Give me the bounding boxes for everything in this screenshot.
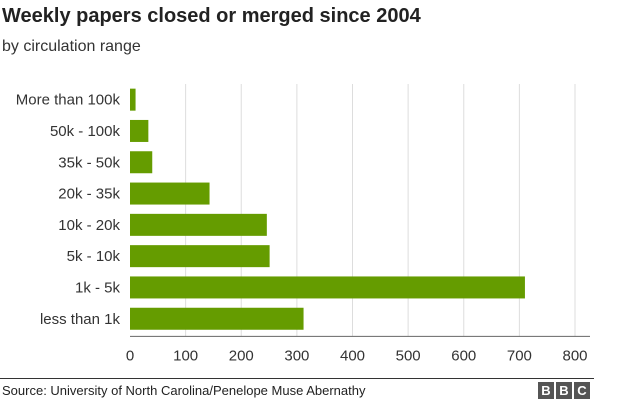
category-label-6: 1k - 5k — [75, 279, 121, 296]
x-tick-label-500: 500 — [396, 347, 421, 364]
bbc-logo: B B C — [538, 382, 590, 399]
x-tick-label-600: 600 — [451, 347, 476, 364]
bar-2 — [130, 151, 153, 174]
bar-6 — [130, 276, 525, 299]
bar-1 — [130, 119, 149, 142]
source-note: Source: University of North Carolina/Pen… — [2, 383, 366, 398]
x-tick-label-100: 100 — [173, 347, 198, 364]
bar-0 — [130, 88, 136, 111]
chart-subtitle: by circulation range — [2, 38, 141, 55]
category-label-5: 5k - 10k — [67, 248, 121, 265]
bar-5 — [130, 245, 270, 268]
category-label-2: 35k - 50k — [58, 154, 120, 171]
category-label-4: 10k - 20k — [58, 217, 120, 234]
bar-7 — [130, 307, 304, 330]
bbc-logo-letter-1: B — [538, 382, 554, 399]
x-tick-label-300: 300 — [284, 347, 309, 364]
category-label-0: More than 100k — [16, 92, 121, 109]
x-tick-label-200: 200 — [229, 347, 254, 364]
category-label-1: 50k - 100k — [50, 123, 121, 140]
chart-title: Weekly papers closed or merged since 200… — [2, 5, 421, 27]
footer-divider — [0, 378, 594, 379]
x-tick-label-800: 800 — [562, 347, 587, 364]
x-tick-label-400: 400 — [340, 347, 365, 364]
x-tick-label-700: 700 — [507, 347, 532, 364]
category-label-7: less than 1k — [40, 311, 121, 328]
bbc-logo-letter-2: B — [556, 382, 572, 399]
bar-3 — [130, 182, 210, 205]
x-tick-label-0: 0 — [126, 347, 134, 364]
category-label-3: 20k - 35k — [58, 186, 120, 203]
bbc-logo-letter-3: C — [574, 382, 590, 399]
bar-4 — [130, 213, 267, 236]
